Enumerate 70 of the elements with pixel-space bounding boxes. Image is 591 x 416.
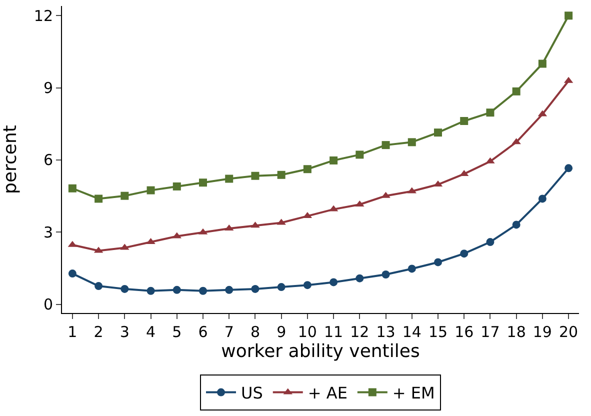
point — [94, 282, 103, 290]
point — [564, 12, 573, 20]
point — [303, 281, 312, 290]
point — [486, 238, 494, 246]
point — [120, 284, 129, 293]
y-tick-label: 12 — [34, 6, 53, 25]
point — [538, 60, 546, 68]
point — [146, 286, 155, 295]
y-tick-label: 3 — [43, 223, 53, 242]
point — [277, 170, 286, 179]
point — [330, 278, 338, 286]
point — [303, 165, 312, 174]
x-tick-label: 18 — [506, 323, 526, 341]
x-tick-label: 1 — [68, 323, 78, 341]
point — [382, 270, 390, 278]
point — [512, 87, 520, 96]
point — [408, 138, 416, 146]
point — [146, 186, 155, 194]
x-tick-label: 11 — [324, 323, 344, 341]
point — [460, 250, 468, 258]
y-tick-label: 9 — [43, 79, 53, 98]
point — [68, 184, 76, 192]
x-tick-label: 15 — [428, 323, 448, 341]
x-tick-label: 4 — [146, 323, 156, 341]
point — [199, 286, 207, 295]
x-tick-label: 7 — [224, 323, 234, 341]
x-tick-label: 19 — [532, 323, 552, 341]
point — [564, 164, 573, 172]
point — [225, 174, 234, 183]
point — [486, 108, 494, 117]
y-tick-label: 0 — [43, 296, 53, 314]
point — [356, 274, 364, 282]
point — [94, 194, 103, 203]
legend-label: + AE — [308, 384, 348, 403]
point — [251, 284, 260, 293]
point — [434, 128, 442, 137]
point — [225, 286, 234, 294]
x-tick-label: 14 — [402, 323, 422, 341]
x-tick-label: 20 — [559, 323, 578, 341]
x-tick-label: 6 — [198, 323, 208, 341]
point — [434, 258, 442, 266]
x-tick-label: 13 — [376, 323, 396, 341]
x-axis-title: worker ability ventiles — [221, 341, 420, 362]
x-tick-label: 8 — [250, 323, 260, 341]
point — [68, 270, 76, 278]
legend-label: US — [241, 384, 263, 403]
y-tick-label: 6 — [43, 151, 53, 170]
point — [172, 182, 181, 190]
x-tick-label: 17 — [480, 323, 500, 341]
point — [277, 283, 286, 292]
point — [382, 141, 390, 150]
x-tick-label: 12 — [350, 323, 370, 341]
point — [408, 264, 416, 273]
point — [199, 178, 207, 187]
point — [330, 156, 338, 164]
point — [120, 192, 129, 200]
x-tick-label: 10 — [298, 323, 317, 341]
x-tick-label: 5 — [172, 323, 182, 341]
point — [251, 172, 260, 180]
x-tick-label: 3 — [120, 323, 130, 341]
point — [460, 117, 468, 125]
x-tick-label: 2 — [94, 323, 104, 341]
point — [356, 150, 364, 159]
x-tick-label: 16 — [454, 323, 474, 341]
point — [172, 286, 181, 294]
point — [512, 220, 520, 229]
y-axis-title: percent — [0, 125, 21, 194]
point — [538, 194, 546, 203]
legend-label: + EM — [392, 384, 435, 403]
x-tick-label: 9 — [276, 323, 286, 341]
